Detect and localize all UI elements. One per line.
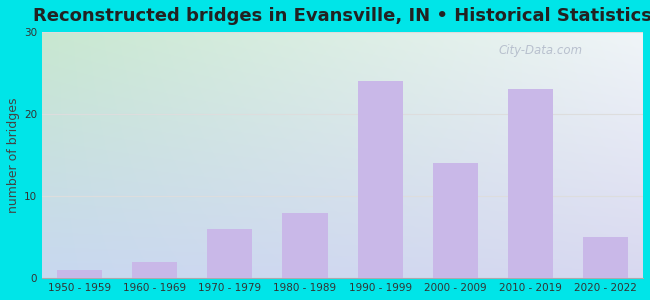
Bar: [207, 229, 252, 278]
Bar: [358, 81, 402, 278]
Y-axis label: number of bridges: number of bridges: [7, 98, 20, 213]
Bar: [583, 237, 628, 278]
Bar: [132, 262, 177, 278]
Bar: [57, 270, 102, 278]
Title: Reconstructed bridges in Evansville, IN • Historical Statistics: Reconstructed bridges in Evansville, IN …: [33, 7, 650, 25]
Text: City-Data.com: City-Data.com: [499, 44, 583, 57]
Bar: [433, 163, 478, 278]
Bar: [508, 89, 553, 278]
Bar: [283, 213, 328, 278]
